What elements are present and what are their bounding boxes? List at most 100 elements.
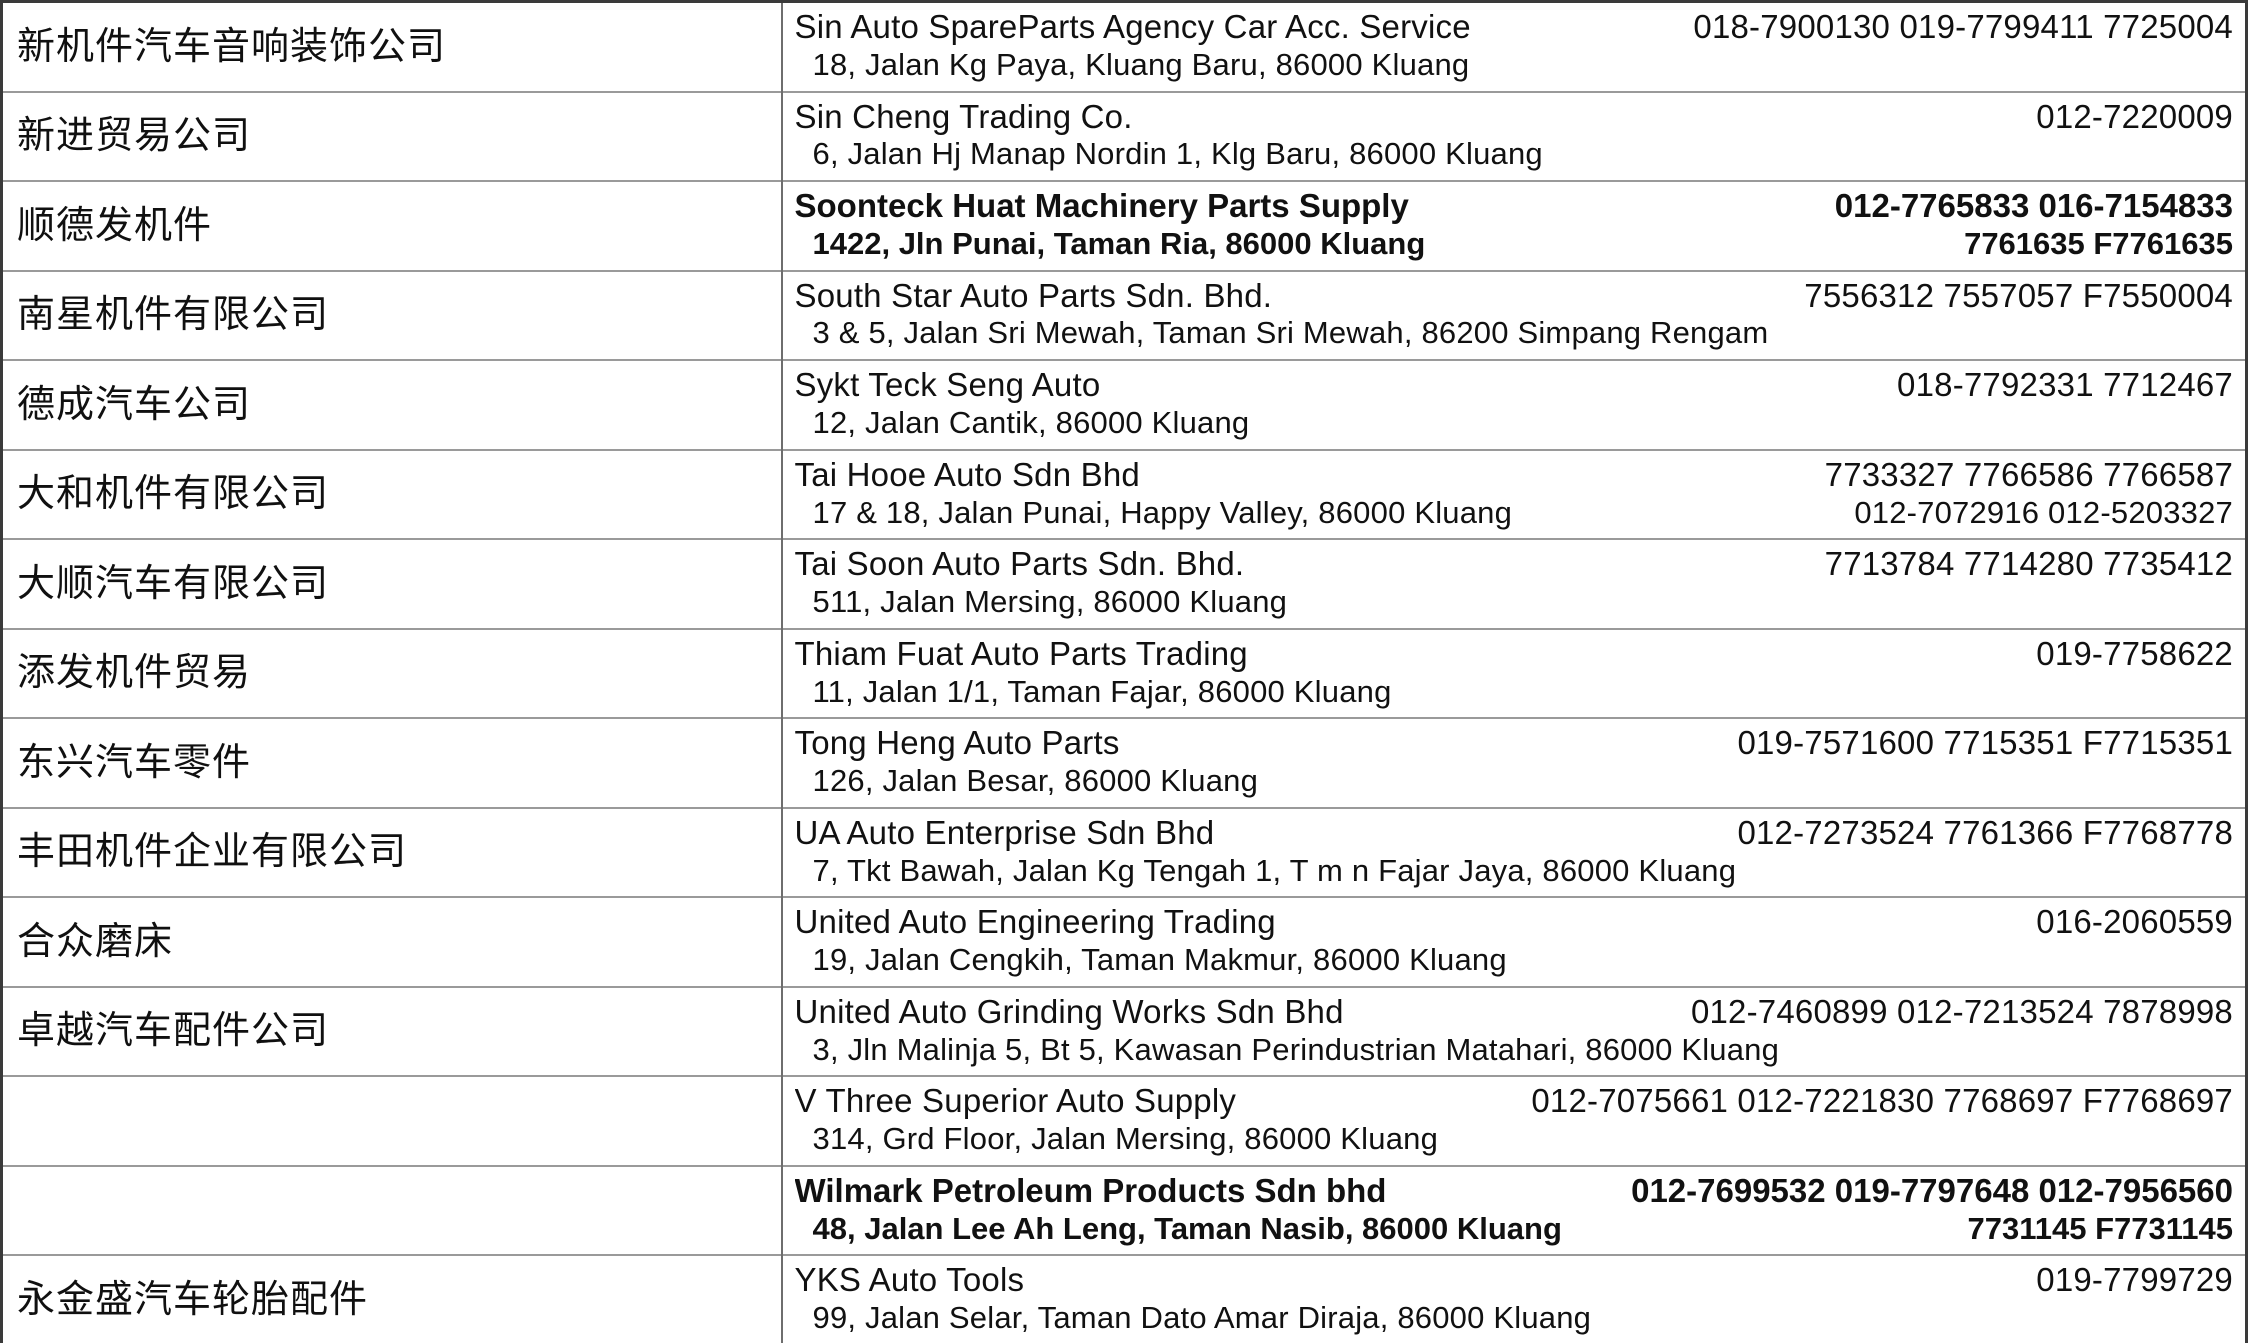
company-address-line: 7, Tkt Bawah, Jalan Kg Tengah 1, T m n F… xyxy=(795,853,2234,890)
company-address-line: 11, Jalan 1/1, Taman Fajar, 86000 Kluang xyxy=(795,674,2234,711)
company-chinese-name-cell: 添发机件贸易 xyxy=(1,628,783,719)
company-chinese-name-cell: 丰田机件企业有限公司 xyxy=(1,807,783,898)
company-english-name: Tai Hooe Auto Sdn Bhd xyxy=(794,455,1140,493)
company-chinese-name-cell xyxy=(1,1165,783,1256)
table-row[interactable]: 大顺汽车有限公司 Tai Soon Auto Parts Sdn. Bhd. 771… xyxy=(1,539,2247,629)
company-address: 48, Jalan Lee Ah Leng, Taman Nasib, 8600… xyxy=(812,1210,1562,1246)
company-chinese-name-cell: 大和机件有限公司 xyxy=(1,449,783,540)
company-english-name: Tai Soon Auto Parts Sdn. Bhd. xyxy=(794,545,1245,583)
company-address-line: 99, Jalan Selar, Taman Dato Amar Diraja,… xyxy=(795,1300,2234,1337)
company-address: 3, Jln Malinja 5, Bt 5, Kawasan Perindus… xyxy=(812,1031,1780,1067)
company-phone-numbers: 012-7460899 012-7213524 7878998 xyxy=(1690,992,2233,1030)
company-chinese-name: 丰田机件企业有限公司 xyxy=(17,829,408,874)
company-name-line: Soonteck Huat Machinery Parts Supply 012-… xyxy=(795,187,2234,226)
company-address: 6, Jalan Hj Manap Nordin 1, Klg Baru, 86… xyxy=(812,136,1543,172)
company-name-line: Thiam Fuat Auto Parts Trading 019-7758622 xyxy=(795,635,2234,674)
company-english-name: YKS Auto Tools xyxy=(794,1261,1025,1299)
table-row[interactable]: 新机件汽车音响装饰公司 Sin Auto SpareParts Agency Ca… xyxy=(1,1,2247,92)
company-address-line: 511, Jalan Mersing, 86000 Kluang xyxy=(795,584,2234,621)
company-english-name: V Three Superior Auto Supply xyxy=(794,1082,1237,1120)
company-english-name: United Auto Grinding Works Sdn Bhd xyxy=(794,992,1344,1030)
table-row[interactable]: 合众磨床 United Auto Engineering Trading 016-2… xyxy=(1,897,2247,987)
company-phone-numbers: 012-7220009 xyxy=(2036,97,2233,135)
company-english-name: Sykt Teck Seng Auto xyxy=(794,366,1101,404)
company-details-cell: Tai Hooe Auto Sdn Bhd 7733327 7766586 776… xyxy=(782,450,2247,540)
company-chinese-name: 添发机件贸易 xyxy=(17,650,252,695)
company-chinese-name: 卓越汽车配件公司 xyxy=(17,1008,330,1053)
company-chinese-name-cell xyxy=(1,1076,783,1166)
company-details-cell: United Auto Grinding Works Sdn Bhd 012-74… xyxy=(782,987,2247,1077)
company-address: 18, Jalan Kg Paya, Kluang Baru, 86000 Kl… xyxy=(812,46,1470,82)
company-details-cell: Soonteck Huat Machinery Parts Supply 012-… xyxy=(782,181,2247,271)
company-address: 99, Jalan Selar, Taman Dato Amar Diraja,… xyxy=(812,1300,1592,1336)
table-row[interactable]: 卓越汽车配件公司 United Auto Grinding Works Sdn B… xyxy=(1,986,2247,1077)
company-phone-numbers: 016-2060559 xyxy=(2036,903,2233,941)
company-phone-numbers: 7733327 7766586 7766587 xyxy=(1824,455,2233,493)
company-details-cell: Thiam Fuat Auto Parts Trading 019-7758622… xyxy=(782,629,2247,719)
company-name-line: Sykt Teck Seng Auto 018-7792331 7712467 xyxy=(795,366,2234,405)
company-chinese-name-cell: 南星机件有限公司 xyxy=(1,270,783,361)
company-details-cell: YKS Auto Tools 019-7799729 99, Jalan Selar… xyxy=(782,1255,2247,1343)
company-chinese-name-cell: 新机件汽车音响装饰公司 xyxy=(1,1,783,92)
company-name-line: Tai Hooe Auto Sdn Bhd 7733327 7766586 776… xyxy=(795,456,2234,495)
company-english-name: Soonteck Huat Machinery Parts Supply xyxy=(794,187,1409,225)
company-address-line: 3 & 5, Jalan Sri Mewah, Taman Sri Mewah,… xyxy=(795,315,2234,352)
company-english-name: Wilmark Petroleum Products Sdn bhd xyxy=(794,1171,1387,1209)
company-address-line: 12, Jalan Cantik, 86000 Kluang xyxy=(795,405,2234,442)
company-name-line: Tong Heng Auto Parts 019-7571600 7715351 … xyxy=(795,724,2234,763)
company-address-line: 6, Jalan Hj Manap Nordin 1, Klg Baru, 86… xyxy=(795,136,2234,173)
company-address-line: 48, Jalan Lee Ah Leng, Taman Nasib, 8600… xyxy=(795,1211,2234,1248)
company-name-line: United Auto Grinding Works Sdn Bhd 012-74… xyxy=(795,993,2234,1032)
company-chinese-name: 新机件汽车音响装饰公司 xyxy=(17,23,447,68)
table-row[interactable]: 东兴汽车零件 Tong Heng Auto Parts 019-7571600 77… xyxy=(1,718,2247,808)
company-address-line: 1422, Jln Punai, Taman Ria, 86000 Kluang… xyxy=(795,226,2234,263)
company-secondary-phone-numbers: 7761635 F7761635 xyxy=(1964,225,2233,261)
company-chinese-name: 德成汽车公司 xyxy=(17,381,252,426)
company-address: 511, Jalan Mersing, 86000 Kluang xyxy=(812,584,1288,620)
company-english-name: South Star Auto Parts Sdn. Bhd. xyxy=(794,276,1273,314)
company-chinese-name-cell: 合众磨床 xyxy=(1,897,783,987)
company-phone-numbers: 018-7792331 7712467 xyxy=(1897,366,2233,404)
company-phone-numbers: 019-7799729 xyxy=(2036,1261,2233,1299)
company-address: 11, Jalan 1/1, Taman Fajar, 86000 Kluang xyxy=(812,673,1392,709)
company-phone-numbers: 019-7571600 7715351 F7715351 xyxy=(1737,724,2233,762)
table-row[interactable]: 丰田机件企业有限公司 UA Auto Enterprise Sdn Bhd 012-… xyxy=(1,807,2247,898)
table-row[interactable]: 顺德发机件 Soonteck Huat Machinery Parts Suppl… xyxy=(1,181,2247,271)
company-english-name: Thiam Fuat Auto Parts Trading xyxy=(794,634,1248,672)
company-chinese-name-cell: 东兴汽车零件 xyxy=(1,718,783,808)
company-chinese-name: 大顺汽车有限公司 xyxy=(17,560,330,605)
company-address: 7, Tkt Bawah, Jalan Kg Tengah 1, T m n F… xyxy=(812,852,1737,888)
company-phone-numbers: 7713784 7714280 7735412 xyxy=(1824,545,2233,583)
company-details-cell: Tai Soon Auto Parts Sdn. Bhd. 7713784 771… xyxy=(782,539,2247,629)
table-row[interactable]: 新进贸易公司 Sin Cheng Trading Co. 012-7220009 6,… xyxy=(1,91,2247,182)
company-chinese-name-cell: 德成汽车公司 xyxy=(1,360,783,450)
table-row[interactable]: V Three Superior Auto Supply 012-7075661 … xyxy=(1,1076,2247,1166)
company-address: 1422, Jln Punai, Taman Ria, 86000 Kluang xyxy=(812,225,1426,261)
company-address: 17 & 18, Jalan Punai, Happy Valley, 8600… xyxy=(812,494,1513,530)
table-row[interactable]: 永金盛汽车轮胎配件 YKS Auto Tools 019-7799729 99, Ja… xyxy=(1,1255,2247,1343)
company-chinese-name: 合众磨床 xyxy=(17,918,174,963)
company-chinese-name: 新进贸易公司 xyxy=(17,113,252,158)
company-details-cell: Tong Heng Auto Parts 019-7571600 7715351 … xyxy=(782,718,2247,808)
company-address: 314, Grd Floor, Jalan Mersing, 86000 Klu… xyxy=(812,1121,1439,1157)
company-address-line: 314, Grd Floor, Jalan Mersing, 86000 Klu… xyxy=(795,1121,2234,1158)
company-address-line: 3, Jln Malinja 5, Bt 5, Kawasan Perindus… xyxy=(795,1032,2234,1069)
table-row[interactable]: 德成汽车公司 Sykt Teck Seng Auto 018-7792331 771… xyxy=(1,360,2247,450)
company-address: 126, Jalan Besar, 86000 Kluang xyxy=(812,763,1259,799)
table-row[interactable]: 添发机件贸易 Thiam Fuat Auto Parts Trading 019-7… xyxy=(1,628,2247,719)
company-address: 12, Jalan Cantik, 86000 Kluang xyxy=(812,405,1250,440)
company-chinese-name: 大和机件有限公司 xyxy=(17,471,330,516)
company-chinese-name: 东兴汽车零件 xyxy=(17,739,252,784)
company-english-name: Sin Cheng Trading Co. xyxy=(794,97,1133,135)
table-row[interactable]: 南星机件有限公司 South Star Auto Parts Sdn. Bhd. 7… xyxy=(1,270,2247,361)
company-address-line: 126, Jalan Besar, 86000 Kluang xyxy=(795,763,2234,800)
company-phone-numbers: 7556312 7557057 F7550004 xyxy=(1804,276,2233,314)
company-phone-numbers: 018-7900130 019-7799411 7725004 xyxy=(1693,8,2233,45)
company-chinese-name-cell: 永金盛汽车轮胎配件 xyxy=(1,1255,783,1343)
company-name-line: V Three Superior Auto Supply 012-7075661 … xyxy=(795,1082,2234,1121)
table-row[interactable]: 大和机件有限公司 Tai Hooe Auto Sdn Bhd 7733327 776… xyxy=(1,449,2247,540)
company-name-line: South Star Auto Parts Sdn. Bhd. 7556312 7… xyxy=(795,277,2234,316)
company-name-line: Sin Cheng Trading Co. 012-7220009 xyxy=(795,98,2234,137)
table-row[interactable]: Wilmark Petroleum Products Sdn bhd 012-76… xyxy=(1,1165,2247,1256)
